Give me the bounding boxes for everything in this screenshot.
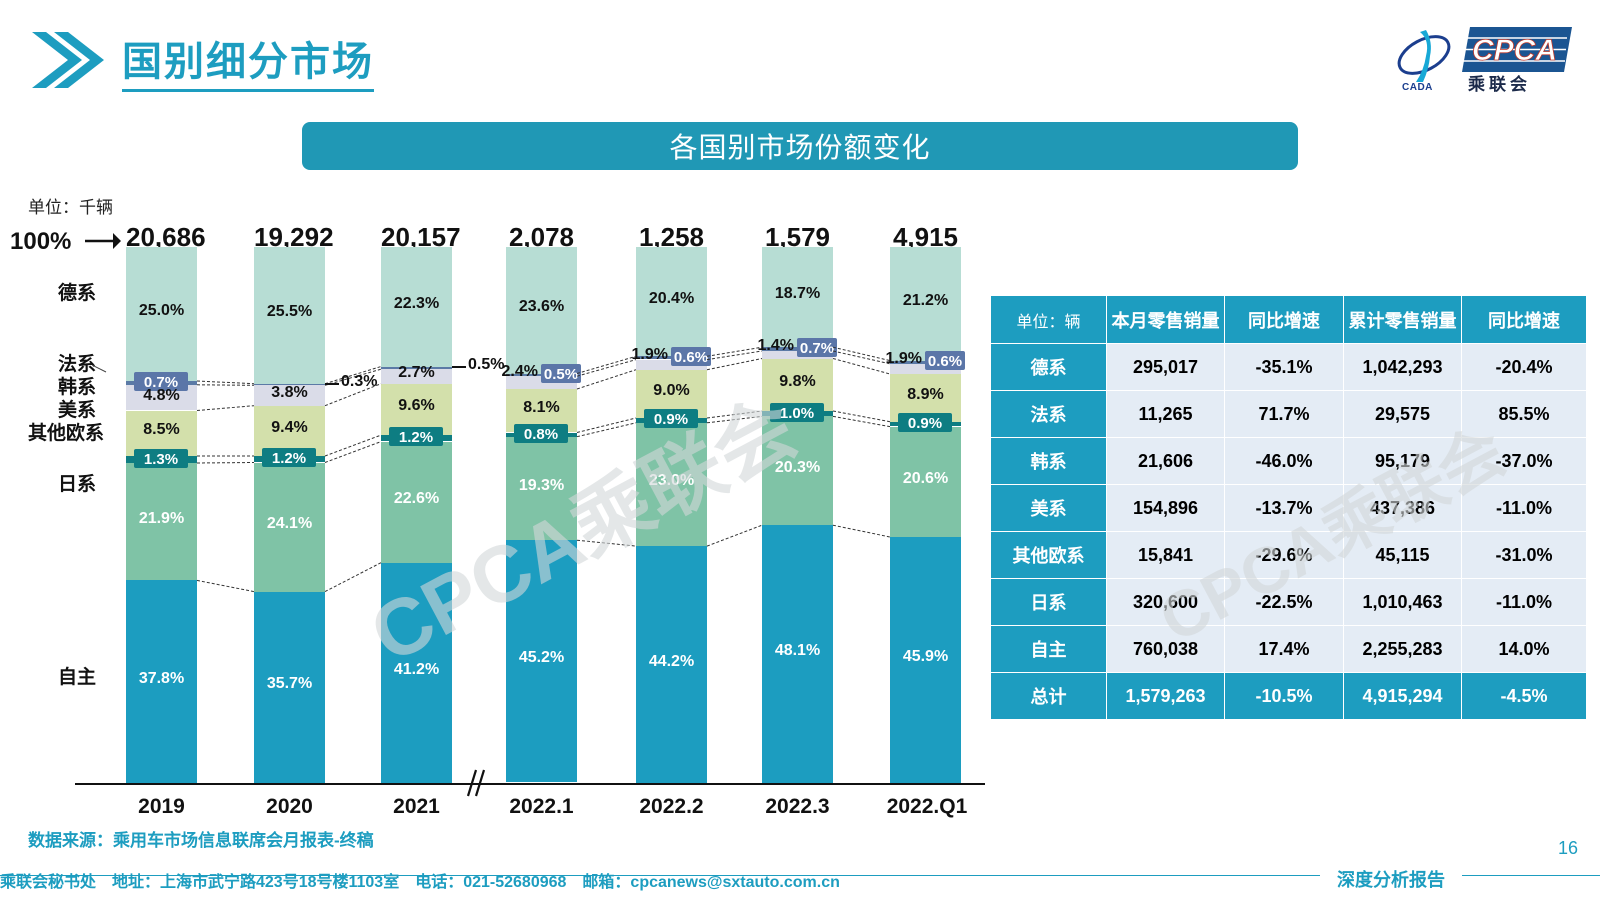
svg-text:CPCA: CPCA [1472, 34, 1557, 67]
svg-text:CADA: CADA [1402, 82, 1433, 92]
svg-text:乘联会: 乘联会 [1467, 74, 1531, 92]
